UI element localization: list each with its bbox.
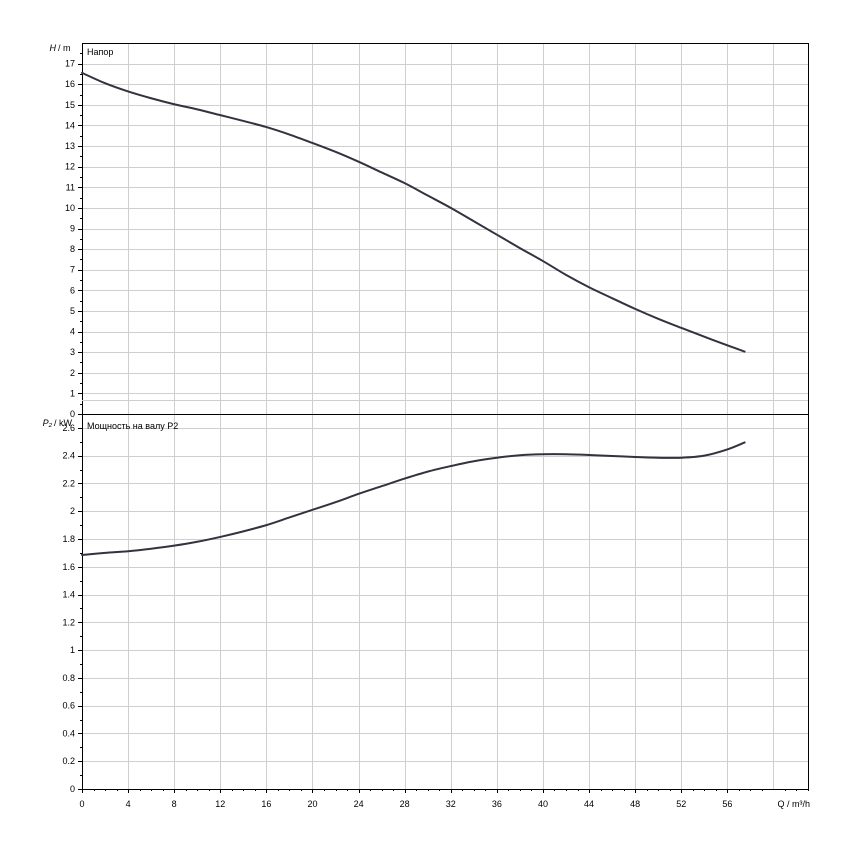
head-y-tick-label: 15 xyxy=(65,100,75,110)
head-panel-title: Напор xyxy=(87,47,113,57)
power-y-tick-label: 0.8 xyxy=(62,673,75,683)
head-y-tick-label: 9 xyxy=(70,224,75,234)
power-plot-frame xyxy=(82,414,809,790)
head-y-tick-label: 0 xyxy=(70,409,75,419)
power-y-tick-label: 0 xyxy=(70,784,75,794)
x-tick-label: 28 xyxy=(400,799,410,809)
x-tick-label: 12 xyxy=(215,799,225,809)
head-axis-symbol: H xyxy=(50,43,57,53)
power-y-tick-label: 2 xyxy=(70,506,75,516)
x-tick-label: 8 xyxy=(172,799,177,809)
power-axis-symbol: P₂ xyxy=(43,418,53,428)
head-y-tick-label: 12 xyxy=(65,162,75,172)
head-y-tick-label: 4 xyxy=(70,327,75,337)
x-tick-label: 40 xyxy=(538,799,548,809)
power-y-tick-label: 1.4 xyxy=(62,590,75,600)
power-y-tick-label: 1.6 xyxy=(62,562,75,572)
head-y-tick-label: 6 xyxy=(70,285,75,295)
x-tick-label: 20 xyxy=(307,799,317,809)
head-y-tick-label: 14 xyxy=(65,120,75,130)
power-y-tick-label: 2.4 xyxy=(62,451,75,461)
x-tick-label: 16 xyxy=(261,799,271,809)
x-tick-label: 48 xyxy=(630,799,640,809)
x-tick-label: 32 xyxy=(446,799,456,809)
head-y-tick-label: 7 xyxy=(70,265,75,275)
power-y-tick-label: 1.8 xyxy=(62,534,75,544)
head-y-tick-label: 3 xyxy=(70,347,75,357)
power-curve xyxy=(81,441,746,556)
head-y-tick-label: 17 xyxy=(65,59,75,69)
x-tick-label: 52 xyxy=(676,799,686,809)
power-y-tick-label: 0.2 xyxy=(62,756,75,766)
x-tick-label: 0 xyxy=(79,799,84,809)
head-y-tick-label: 13 xyxy=(65,141,75,151)
power-panel-title: Мощность на валу P2 xyxy=(87,421,178,431)
head-y-tick-label: 5 xyxy=(70,306,75,316)
head-y-tick-label: 11 xyxy=(66,182,75,192)
head-y-tick-label: 10 xyxy=(65,203,75,213)
x-tick-label: 4 xyxy=(126,799,131,809)
head-y-tick-label: 8 xyxy=(70,244,75,254)
power-panel: Мощность на валу P2 P₂ / kW Q / m³/h 0 0.… xyxy=(43,400,810,809)
power-y-tick-label: 1.2 xyxy=(62,617,75,627)
power-grid xyxy=(82,400,808,790)
x-tick-label: 36 xyxy=(492,799,502,809)
x-tick-label: 24 xyxy=(354,799,364,809)
power-y-tick-label: 2.6 xyxy=(62,423,75,433)
head-axis-unit: / m xyxy=(58,43,71,53)
power-y-tick-label: 1 xyxy=(70,645,75,655)
head-y-tick-label: 16 xyxy=(65,79,75,89)
head-y-tick-label: 1 xyxy=(70,388,75,398)
power-axis-unit: / kW xyxy=(54,418,73,428)
power-y-tick-label: 0.6 xyxy=(62,701,75,711)
head-y-tick-label: 2 xyxy=(70,368,75,378)
x-tick-label: 44 xyxy=(584,799,594,809)
x-axis-title: Q / m³/h xyxy=(777,799,810,809)
head-grid xyxy=(82,43,808,415)
x-tick-label: 56 xyxy=(722,799,732,809)
power-y-tick-label: 0.4 xyxy=(62,728,75,738)
head-curve xyxy=(81,71,746,353)
power-y-tick-label: 2.2 xyxy=(62,478,75,488)
